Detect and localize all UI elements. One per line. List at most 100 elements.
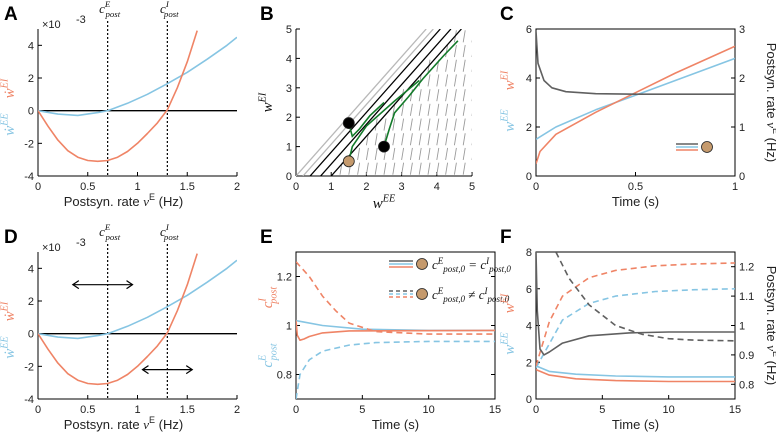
series--ee	[38, 259, 237, 340]
series-gray-diagonal-1	[296, 29, 427, 176]
ylabel-orange: wEI	[499, 293, 518, 313]
ylabel-blue: wEE	[499, 331, 518, 354]
field-arrow	[453, 59, 457, 72]
x-tick-label: 0.5	[80, 181, 95, 193]
axes-box	[535, 251, 736, 400]
ylabel-orange: wEI	[499, 70, 518, 90]
x-tick-label: 10	[423, 404, 435, 416]
field-arrow	[462, 59, 466, 72]
y-tick-label: 4	[526, 321, 532, 333]
series-wei-dashed	[536, 262, 735, 367]
series--ei	[38, 30, 198, 163]
field-arrow	[418, 103, 422, 116]
legend-marker	[701, 141, 713, 153]
field-arrow	[471, 54, 472, 58]
arrow-head-left	[141, 365, 149, 375]
x-tick-label: 0.5	[80, 404, 95, 416]
x-tick-label: 1.5	[180, 181, 195, 193]
x-tick-label: 15	[489, 404, 501, 416]
field-arrow	[445, 103, 449, 116]
field-arrow	[471, 142, 472, 146]
y-tick-label: 2	[526, 357, 532, 369]
field-arrow	[401, 162, 405, 175]
y-axis-label: wEI	[257, 92, 276, 112]
y-tick-label: 2	[286, 112, 292, 124]
panel-label-a: A	[4, 4, 18, 25]
field-arrow	[436, 74, 440, 87]
y-tick-label: 0	[286, 171, 292, 183]
series-wei-solid	[536, 368, 735, 383]
ylabel-orange: ẇEI	[0, 301, 18, 321]
x-tick-label: 3	[399, 181, 405, 193]
y-right-tick-label: 0	[739, 171, 745, 183]
field-arrow	[383, 118, 387, 131]
series-trajectory-1	[348, 101, 385, 138]
y-tick-label: 8	[526, 247, 532, 259]
panel-label-e: E	[260, 227, 273, 248]
field-arrow	[409, 162, 413, 175]
field-arrow	[445, 162, 449, 175]
field-arrow	[418, 74, 422, 87]
field-arrow	[409, 103, 413, 116]
x-tick-label: 5	[359, 404, 365, 416]
x-tick-label: 1	[328, 181, 334, 193]
ylabel-blue: cEpost	[257, 342, 279, 367]
vector-field	[339, 30, 472, 175]
series-wee-solid	[536, 365, 735, 378]
x-axis-label: Postsyn. rate νE (Hz)	[64, 192, 183, 209]
exponent-power: -3	[76, 14, 86, 26]
x-axis-label: Time (s)	[372, 417, 419, 432]
field-arrow	[462, 147, 466, 161]
field-arrow	[392, 133, 396, 146]
field-arrow	[462, 89, 466, 102]
field-arrow	[427, 103, 431, 116]
threshold-label: cI post	[160, 222, 179, 242]
field-arrow	[462, 44, 466, 58]
x-tick-label: 0	[533, 404, 539, 416]
x-tick-label: 2	[234, 181, 240, 193]
series-ci-dashed	[296, 261, 495, 335]
field-arrow	[453, 162, 457, 175]
series-wee	[536, 57, 735, 140]
x-tick-label: 5	[599, 404, 605, 416]
field-arrow	[436, 147, 440, 161]
y-right-tick-label: 1	[739, 122, 745, 134]
axes-box	[535, 28, 736, 177]
legend-label-1: cEpost,0 = cIpost,0	[432, 256, 511, 274]
x-tick-label: 15	[729, 404, 741, 416]
threshold-label: cI post	[160, 0, 179, 19]
x-tick-label: 1.5	[180, 404, 195, 416]
marker-black-dot-1	[342, 117, 355, 129]
x-tick-label: 0	[35, 181, 41, 193]
series--ee	[38, 36, 237, 117]
arrow-head-left	[71, 280, 80, 290]
field-arrow	[392, 147, 396, 161]
field-arrow	[445, 89, 449, 102]
field-arrow	[471, 157, 472, 160]
field-arrow	[409, 133, 413, 146]
marker-tan-dot	[342, 155, 355, 168]
x-tick-label: 0	[35, 404, 41, 416]
y-tick-label: 1.2	[277, 272, 292, 284]
y-tick-label: 0	[526, 394, 532, 406]
field-arrow	[374, 162, 378, 175]
y-tick-label: 0	[28, 106, 34, 118]
field-arrow	[427, 147, 431, 161]
field-arrow	[383, 162, 387, 175]
y-tick-label: 6	[526, 284, 532, 296]
x-tick-label: 10	[663, 404, 675, 416]
field-arrow	[471, 39, 472, 43]
y-tick-label: 2	[526, 122, 532, 134]
y-tick-label: -4	[24, 171, 34, 183]
field-arrow	[462, 103, 466, 116]
ylabel-blue: ẇEE	[0, 112, 18, 135]
x-axis-label: Time (s)	[612, 417, 659, 432]
field-arrow	[436, 103, 440, 116]
y-tick-label: 1	[286, 321, 292, 333]
field-arrow	[462, 133, 466, 146]
field-arrow	[453, 133, 457, 146]
threshold-label: cE post	[99, 222, 121, 242]
field-arrow	[471, 69, 472, 72]
x-axis-label: Time (s)	[612, 194, 659, 209]
ylabel-blue: wEE	[499, 108, 518, 131]
